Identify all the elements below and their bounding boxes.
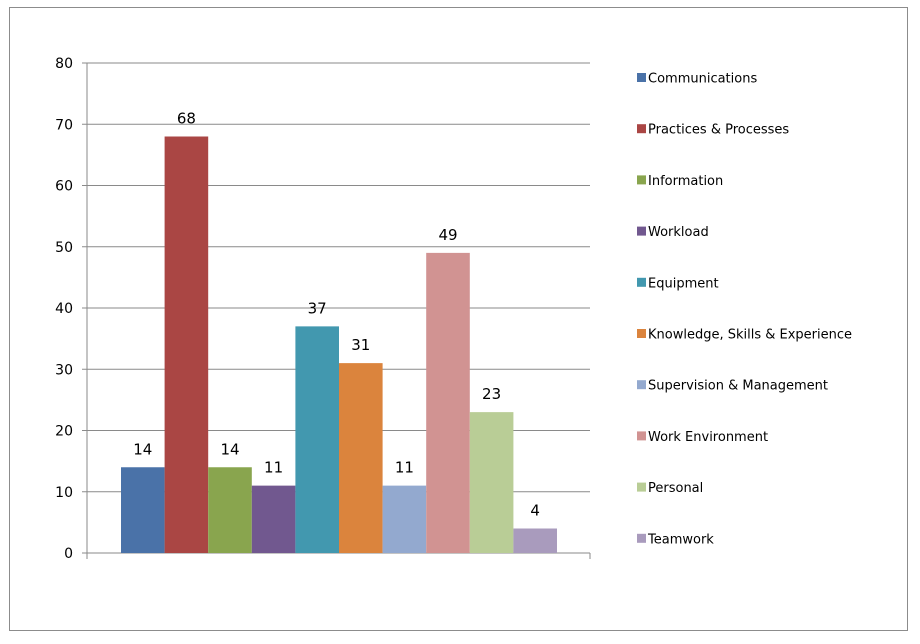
data-labels: 14 68 14 11 37 31 11 49 23 4 (133, 110, 540, 520)
data-label: 23 (482, 385, 501, 403)
bar-equipment (295, 326, 339, 553)
legend-swatch (637, 226, 646, 236)
y-tick-label: 30 (55, 362, 73, 378)
legend-swatch (637, 482, 646, 492)
legend-swatch (637, 73, 646, 82)
y-tick-label: 60 (55, 179, 73, 195)
legend-swatch (637, 380, 646, 390)
data-label: 14 (133, 440, 152, 458)
y-tick-label: 20 (55, 424, 73, 440)
data-label: 11 (264, 459, 283, 477)
bar-knowledge-skills-experience (339, 363, 383, 553)
y-tick-label: 0 (64, 546, 73, 562)
y-tick-label: 50 (55, 240, 73, 256)
bar-practices-processes (164, 136, 209, 553)
bar-teamwork (513, 528, 557, 553)
data-label: 14 (220, 440, 239, 458)
legend-label: Knowledge, Skills & Experience (648, 328, 852, 343)
y-tick-label: 40 (55, 301, 73, 317)
y-tick-label: 70 (55, 117, 73, 133)
legend-swatch (637, 431, 646, 441)
bar-workload (251, 485, 296, 553)
data-label: 4 (530, 502, 540, 520)
legend-label: Teamwork (647, 532, 714, 547)
legend-label: Personal (648, 481, 703, 496)
legend-label: Work Environment (648, 430, 768, 445)
legend-swatch (637, 533, 646, 543)
legend-label: Workload (648, 225, 709, 240)
legend: Communications Practices & Processes Infor… (637, 72, 852, 547)
data-label: 49 (438, 226, 457, 244)
legend-swatch (637, 277, 646, 287)
legend-label: Communications (648, 72, 757, 87)
legend-swatch (637, 124, 646, 134)
bars (121, 136, 557, 553)
data-label: 37 (308, 299, 327, 317)
y-tick-label: 10 (55, 485, 73, 501)
legend-swatch (637, 175, 646, 185)
data-label: 31 (351, 336, 370, 354)
bar-personal (469, 412, 514, 553)
legend-label: Equipment (648, 276, 719, 291)
legend-label: Practices & Processes (648, 123, 789, 138)
data-label: 68 (177, 110, 196, 128)
bar-communications (121, 467, 165, 553)
data-label: 11 (395, 459, 414, 477)
legend-label: Information (648, 174, 723, 189)
bar-work-environment (426, 252, 470, 553)
legend-label: Supervision & Management (648, 379, 828, 394)
bar-information (208, 467, 252, 553)
bar-supervision-management (382, 485, 427, 553)
legend-swatch (637, 329, 646, 338)
y-tick-label: 80 (55, 56, 73, 72)
